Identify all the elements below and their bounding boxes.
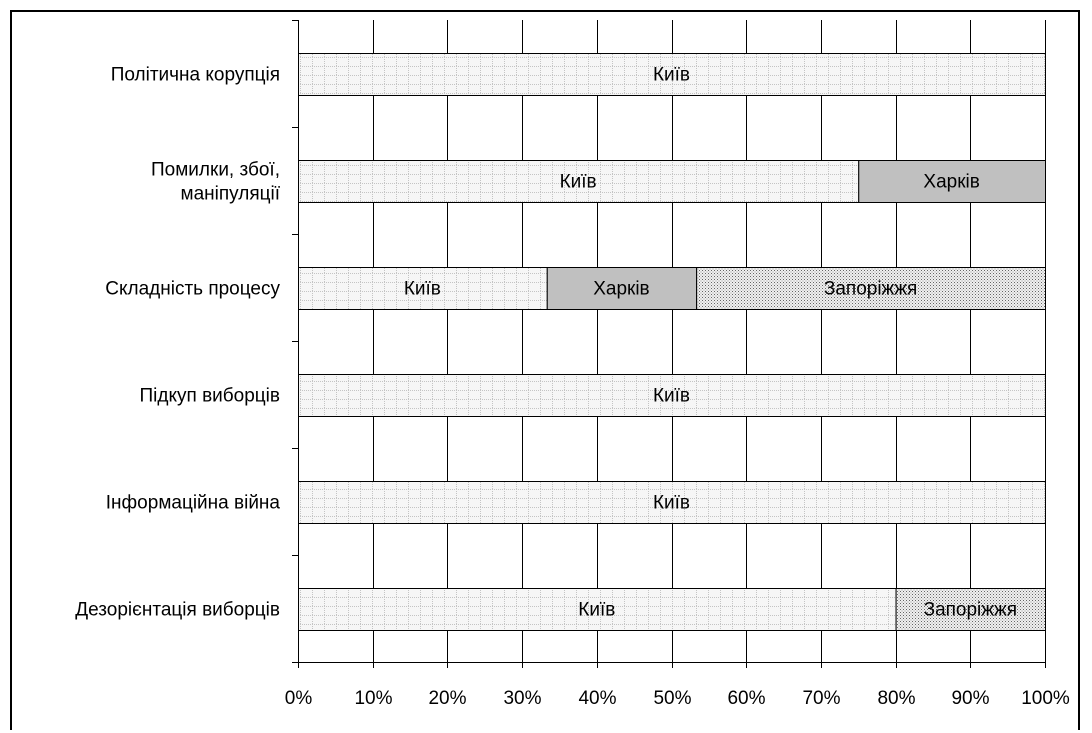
- axes: [292, 20, 1046, 668]
- bar-data-label: Харків: [923, 172, 979, 193]
- x-tick-label: 50%: [653, 688, 691, 709]
- bars: [298, 53, 1046, 631]
- category-label: Помилки, збої,: [151, 160, 280, 181]
- bar-segment: [546, 267, 698, 310]
- bar-data-label: Київ: [653, 386, 690, 407]
- x-tick-label: 20%: [428, 688, 466, 709]
- category-label: Складність процесу: [105, 279, 280, 300]
- x-tick-label: 0%: [285, 688, 313, 709]
- bar-segment: [696, 267, 1046, 310]
- bar-data-label: Запоріжжя: [824, 279, 917, 300]
- bar-data-label: Запоріжжя: [924, 600, 1017, 621]
- bar-segment: [895, 588, 1046, 631]
- gridlines: [373, 20, 1046, 662]
- x-tick-label: 80%: [877, 688, 915, 709]
- category-label: маніпуляції: [181, 184, 281, 205]
- category-label: Інформаційна війна: [106, 493, 281, 514]
- category-label: Підкуп виборців: [140, 386, 280, 407]
- bar-data-label: Київ: [404, 279, 441, 300]
- bar-segment: [298, 267, 548, 310]
- chart-frame: 0% 10% 20% 30% 40% 50% 60% 70% 80% 90% 100% Київ Пол…: [10, 10, 1080, 730]
- bar-data-label: Харків: [593, 279, 649, 300]
- category-label: Дезорієнтація виборців: [75, 600, 280, 621]
- x-tick-label: 90%: [951, 688, 989, 709]
- stacked-bar-chart: 0% 10% 20% 30% 40% 50% 60% 70% 80% 90% 100% Київ Пол…: [75, 20, 1070, 710]
- x-tick-label: 30%: [503, 688, 541, 709]
- bar-segment: [298, 374, 1046, 417]
- labels: 0% 10% 20% 30% 40% 50% 60% 70% 80% 90% 100% Київ Пол…: [75, 65, 1070, 710]
- category-label: Політична корупція: [111, 65, 280, 86]
- bar-data-label: Київ: [653, 493, 690, 514]
- x-tick-label: 10%: [354, 688, 392, 709]
- bar-segment: [298, 481, 1046, 524]
- x-tick-label: 70%: [802, 688, 840, 709]
- bar-data-label: Київ: [653, 65, 690, 86]
- x-tick-label: 100%: [1021, 688, 1070, 709]
- x-tick-label: 40%: [578, 688, 616, 709]
- x-tick-label: 60%: [727, 688, 765, 709]
- bar-segment: [298, 53, 1046, 96]
- bar-data-label: Київ: [560, 172, 597, 193]
- bar-data-label: Київ: [578, 600, 615, 621]
- bar-segment: [858, 160, 1046, 203]
